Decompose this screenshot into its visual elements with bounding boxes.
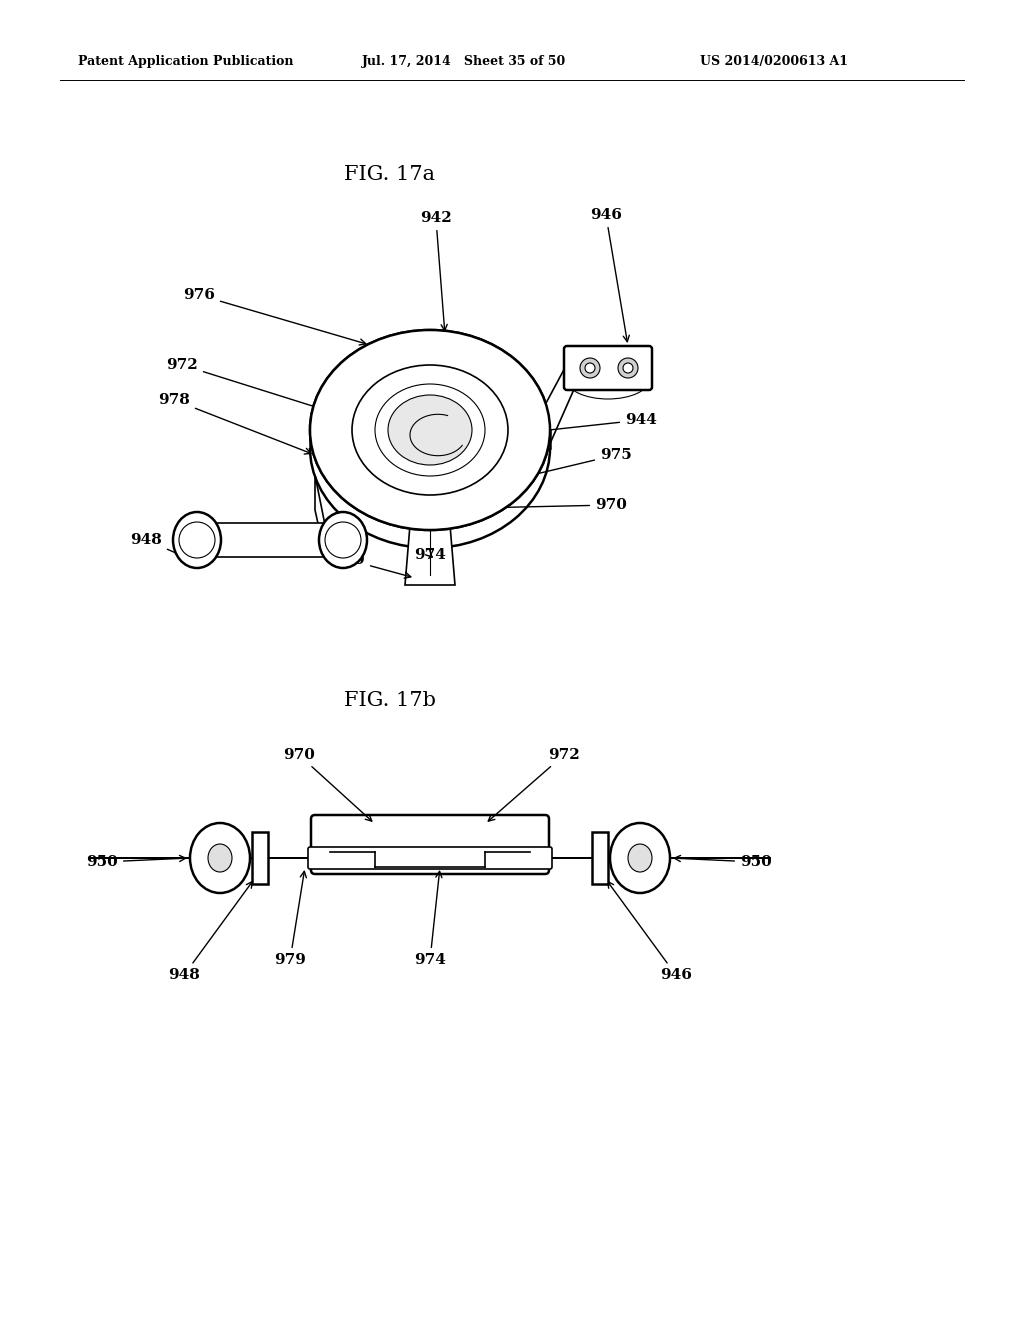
Text: Patent Application Publication: Patent Application Publication: [78, 55, 294, 69]
Text: 979: 979: [274, 871, 306, 968]
Ellipse shape: [375, 384, 485, 477]
Text: 950: 950: [675, 855, 772, 869]
Text: 948: 948: [130, 533, 188, 558]
Circle shape: [585, 363, 595, 374]
Text: FIG. 17a: FIG. 17a: [344, 165, 435, 185]
FancyBboxPatch shape: [213, 523, 327, 557]
Ellipse shape: [375, 384, 485, 477]
Polygon shape: [315, 475, 325, 554]
Text: 975: 975: [495, 447, 632, 486]
Text: 948: 948: [168, 882, 253, 982]
Text: 972: 972: [166, 358, 353, 420]
Text: 970: 970: [389, 498, 627, 513]
Ellipse shape: [190, 822, 250, 894]
Bar: [252, 832, 268, 884]
Ellipse shape: [173, 512, 221, 568]
Text: 974: 974: [414, 871, 445, 968]
Bar: [592, 832, 608, 884]
Circle shape: [623, 363, 633, 374]
Text: 978: 978: [158, 393, 311, 454]
Ellipse shape: [208, 843, 232, 873]
FancyBboxPatch shape: [308, 847, 552, 869]
Text: US 2014/0200613 A1: US 2014/0200613 A1: [700, 55, 848, 69]
Circle shape: [618, 358, 638, 378]
Text: FIG. 17b: FIG. 17b: [344, 690, 436, 710]
Circle shape: [179, 521, 215, 558]
Ellipse shape: [319, 512, 367, 568]
Circle shape: [580, 358, 600, 378]
Polygon shape: [406, 525, 455, 585]
Text: 950: 950: [86, 855, 185, 869]
Text: 972: 972: [488, 748, 580, 821]
Text: Jul. 17, 2014   Sheet 35 of 50: Jul. 17, 2014 Sheet 35 of 50: [362, 55, 566, 69]
Text: 979: 979: [333, 553, 411, 578]
Ellipse shape: [352, 366, 508, 495]
Ellipse shape: [310, 330, 550, 531]
FancyBboxPatch shape: [564, 346, 652, 389]
Ellipse shape: [388, 395, 472, 465]
Ellipse shape: [388, 395, 472, 465]
Text: 970: 970: [283, 748, 372, 821]
Text: 944: 944: [507, 413, 656, 437]
Ellipse shape: [183, 524, 210, 556]
Polygon shape: [545, 348, 575, 455]
Text: 974: 974: [414, 548, 445, 562]
Text: 976: 976: [183, 288, 366, 345]
Text: 942: 942: [420, 211, 452, 331]
Ellipse shape: [610, 822, 670, 894]
Ellipse shape: [628, 843, 652, 873]
Circle shape: [325, 521, 361, 558]
FancyBboxPatch shape: [311, 814, 549, 874]
Ellipse shape: [330, 524, 356, 556]
Text: 946: 946: [607, 882, 692, 982]
Ellipse shape: [310, 330, 550, 531]
Text: 946: 946: [590, 209, 630, 342]
Ellipse shape: [352, 366, 508, 495]
